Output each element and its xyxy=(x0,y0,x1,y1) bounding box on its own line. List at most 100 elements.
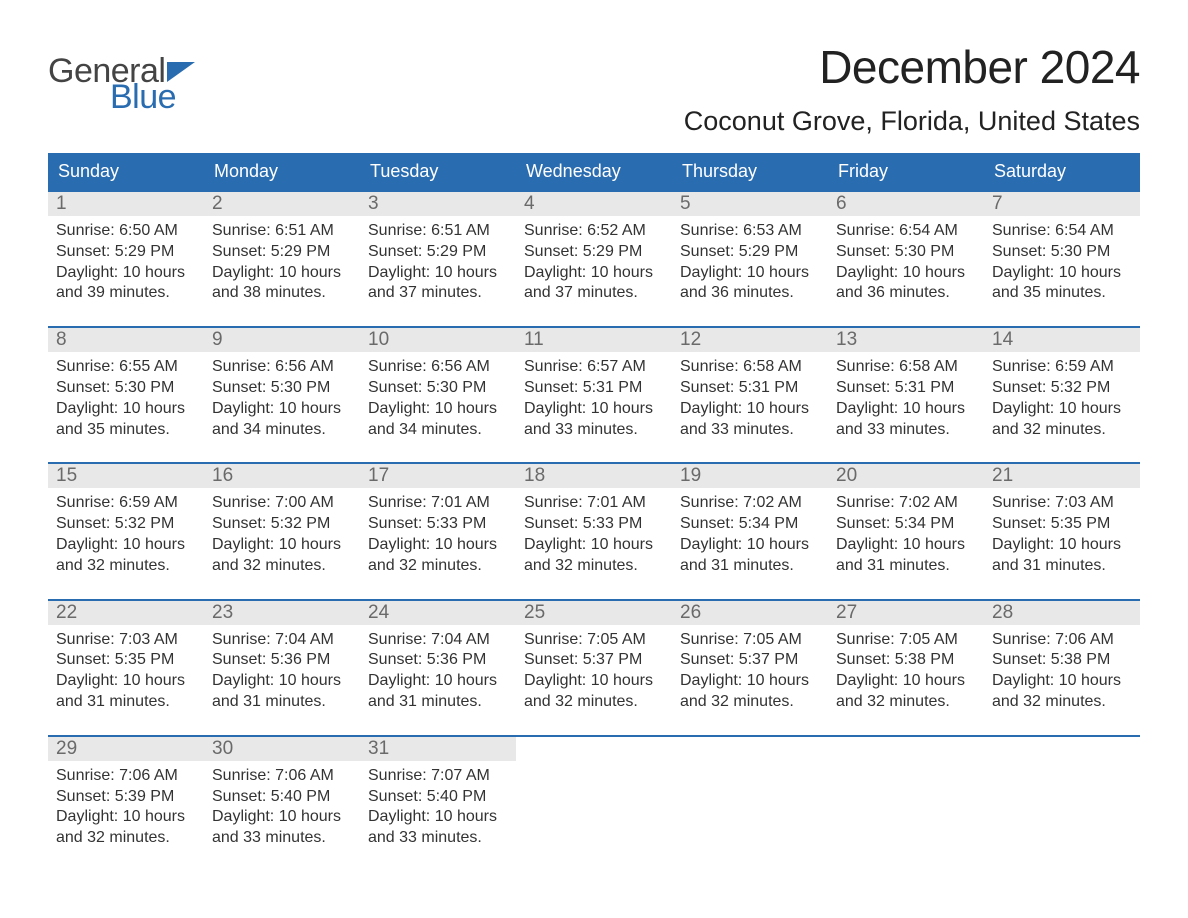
sunset-line: Sunset: 5:31 PM xyxy=(680,378,820,399)
daylight-line: Daylight: 10 hours and 38 minutes. xyxy=(212,263,352,305)
sunset-line: Sunset: 5:29 PM xyxy=(680,242,820,263)
daylight-line: Daylight: 10 hours and 31 minutes. xyxy=(992,535,1132,577)
calendar-day: 11Sunrise: 6:57 AMSunset: 5:31 PMDayligh… xyxy=(516,328,672,440)
daylight-line: Daylight: 10 hours and 31 minutes. xyxy=(836,535,976,577)
sunset-line: Sunset: 5:29 PM xyxy=(56,242,196,263)
sunrise-line: Sunrise: 6:51 AM xyxy=(368,221,508,242)
day-body: Sunrise: 7:00 AMSunset: 5:32 PMDaylight:… xyxy=(204,488,360,576)
day-body: Sunrise: 7:02 AMSunset: 5:34 PMDaylight:… xyxy=(672,488,828,576)
calendar-day: 31Sunrise: 7:07 AMSunset: 5:40 PMDayligh… xyxy=(360,737,516,849)
calendar-day: 2 Sunrise: 6:51 AMSunset: 5:29 PMDaylight… xyxy=(204,192,360,304)
sunrise-line: Sunrise: 7:05 AM xyxy=(836,630,976,651)
sunrise-line: Sunrise: 7:04 AM xyxy=(368,630,508,651)
sunset-line: Sunset: 5:37 PM xyxy=(680,650,820,671)
calendar-day: 6Sunrise: 6:54 AMSunset: 5:30 PMDaylight… xyxy=(828,192,984,304)
calendar-day-empty xyxy=(984,737,1140,849)
sunrise-line: Sunrise: 7:05 AM xyxy=(524,630,664,651)
calendar-day: 28Sunrise: 7:06 AMSunset: 5:38 PMDayligh… xyxy=(984,601,1140,713)
calendar-day: 29Sunrise: 7:06 AMSunset: 5:39 PMDayligh… xyxy=(48,737,204,849)
sunset-line: Sunset: 5:37 PM xyxy=(524,650,664,671)
day-number: 25 xyxy=(516,601,672,625)
day-number: 23 xyxy=(204,601,360,625)
day-number: 21 xyxy=(984,464,1140,488)
sunrise-line: Sunrise: 6:57 AM xyxy=(524,357,664,378)
sunset-line: Sunset: 5:36 PM xyxy=(212,650,352,671)
day-body: Sunrise: 7:07 AMSunset: 5:40 PMDaylight:… xyxy=(360,761,516,849)
daylight-line: Daylight: 10 hours and 32 minutes. xyxy=(680,671,820,713)
calendar-week: 22Sunrise: 7:03 AMSunset: 5:35 PMDayligh… xyxy=(48,599,1140,713)
day-body: Sunrise: 7:05 AMSunset: 5:38 PMDaylight:… xyxy=(828,625,984,713)
daylight-line: Daylight: 10 hours and 32 minutes. xyxy=(56,535,196,577)
page-header: General Blue December 2024 Coconut Grove… xyxy=(48,40,1140,137)
daylight-line: Daylight: 10 hours and 37 minutes. xyxy=(524,263,664,305)
sunrise-line: Sunrise: 7:05 AM xyxy=(680,630,820,651)
calendar-day: 27Sunrise: 7:05 AMSunset: 5:38 PMDayligh… xyxy=(828,601,984,713)
day-body: Sunrise: 7:05 AMSunset: 5:37 PMDaylight:… xyxy=(672,625,828,713)
calendar-day: 21Sunrise: 7:03 AMSunset: 5:35 PMDayligh… xyxy=(984,464,1140,576)
location-subtitle: Coconut Grove, Florida, United States xyxy=(684,106,1140,137)
daylight-line: Daylight: 10 hours and 32 minutes. xyxy=(212,535,352,577)
calendar-week: 1Sunrise: 6:50 AMSunset: 5:29 PMDaylight… xyxy=(48,190,1140,304)
daylight-line: Daylight: 10 hours and 33 minutes. xyxy=(524,399,664,441)
sunrise-line: Sunrise: 6:54 AM xyxy=(992,221,1132,242)
daylight-line: Daylight: 10 hours and 39 minutes. xyxy=(56,263,196,305)
weekday-header: Monday xyxy=(204,153,360,190)
sunrise-line: Sunrise: 6:55 AM xyxy=(56,357,196,378)
calendar-day: 12Sunrise: 6:58 AMSunset: 5:31 PMDayligh… xyxy=(672,328,828,440)
calendar-day: 24Sunrise: 7:04 AMSunset: 5:36 PMDayligh… xyxy=(360,601,516,713)
daylight-line: Daylight: 10 hours and 35 minutes. xyxy=(992,263,1132,305)
sunset-line: Sunset: 5:30 PM xyxy=(992,242,1132,263)
calendar: SundayMondayTuesdayWednesdayThursdayFrid… xyxy=(48,153,1140,849)
weekday-header: Sunday xyxy=(48,153,204,190)
sunset-line: Sunset: 5:31 PM xyxy=(836,378,976,399)
sunset-line: Sunset: 5:36 PM xyxy=(368,650,508,671)
title-block: December 2024 Coconut Grove, Florida, Un… xyxy=(684,40,1140,137)
calendar-day: 19Sunrise: 7:02 AMSunset: 5:34 PMDayligh… xyxy=(672,464,828,576)
day-number: 28 xyxy=(984,601,1140,625)
calendar-day: 15Sunrise: 6:59 AMSunset: 5:32 PMDayligh… xyxy=(48,464,204,576)
calendar-day: 20Sunrise: 7:02 AMSunset: 5:34 PMDayligh… xyxy=(828,464,984,576)
day-body: Sunrise: 6:57 AMSunset: 5:31 PMDaylight:… xyxy=(516,352,672,440)
day-body: Sunrise: 6:50 AMSunset: 5:29 PMDaylight:… xyxy=(48,216,204,304)
day-number: 3 xyxy=(360,192,516,216)
daylight-line: Daylight: 10 hours and 37 minutes. xyxy=(368,263,508,305)
day-body: Sunrise: 7:05 AMSunset: 5:37 PMDaylight:… xyxy=(516,625,672,713)
day-body: Sunrise: 6:55 AMSunset: 5:30 PMDaylight:… xyxy=(48,352,204,440)
daylight-line: Daylight: 10 hours and 32 minutes. xyxy=(56,807,196,849)
calendar-day: 7Sunrise: 6:54 AMSunset: 5:30 PMDaylight… xyxy=(984,192,1140,304)
daylight-line: Daylight: 10 hours and 31 minutes. xyxy=(212,671,352,713)
sunrise-line: Sunrise: 7:03 AM xyxy=(56,630,196,651)
sunrise-line: Sunrise: 7:04 AM xyxy=(212,630,352,651)
calendar-day: 25Sunrise: 7:05 AMSunset: 5:37 PMDayligh… xyxy=(516,601,672,713)
weekday-header: Friday xyxy=(828,153,984,190)
sunset-line: Sunset: 5:40 PM xyxy=(368,787,508,808)
sunrise-line: Sunrise: 6:51 AM xyxy=(212,221,352,242)
sunset-line: Sunset: 5:35 PM xyxy=(992,514,1132,535)
calendar-day: 5Sunrise: 6:53 AMSunset: 5:29 PMDaylight… xyxy=(672,192,828,304)
daylight-line: Daylight: 10 hours and 34 minutes. xyxy=(212,399,352,441)
day-body: Sunrise: 7:04 AMSunset: 5:36 PMDaylight:… xyxy=(360,625,516,713)
day-body: Sunrise: 6:58 AMSunset: 5:31 PMDaylight:… xyxy=(672,352,828,440)
calendar-day: 13Sunrise: 6:58 AMSunset: 5:31 PMDayligh… xyxy=(828,328,984,440)
day-body: Sunrise: 6:53 AMSunset: 5:29 PMDaylight:… xyxy=(672,216,828,304)
sunset-line: Sunset: 5:29 PM xyxy=(212,242,352,263)
day-number: 2 xyxy=(204,192,360,216)
day-number: 10 xyxy=(360,328,516,352)
calendar-day: 17Sunrise: 7:01 AMSunset: 5:33 PMDayligh… xyxy=(360,464,516,576)
day-body: Sunrise: 7:03 AMSunset: 5:35 PMDaylight:… xyxy=(48,625,204,713)
sunset-line: Sunset: 5:34 PM xyxy=(836,514,976,535)
day-number: 24 xyxy=(360,601,516,625)
sunrise-line: Sunrise: 7:06 AM xyxy=(56,766,196,787)
day-number: 11 xyxy=(516,328,672,352)
sunrise-line: Sunrise: 7:02 AM xyxy=(680,493,820,514)
daylight-line: Daylight: 10 hours and 33 minutes. xyxy=(368,807,508,849)
day-body: Sunrise: 6:51 AMSunset: 5:29 PMDaylight:… xyxy=(360,216,516,304)
sunset-line: Sunset: 5:38 PM xyxy=(992,650,1132,671)
sunset-line: Sunset: 5:38 PM xyxy=(836,650,976,671)
sunrise-line: Sunrise: 6:58 AM xyxy=(680,357,820,378)
sunrise-line: Sunrise: 6:56 AM xyxy=(212,357,352,378)
daylight-line: Daylight: 10 hours and 36 minutes. xyxy=(836,263,976,305)
calendar-week: 8Sunrise: 6:55 AMSunset: 5:30 PMDaylight… xyxy=(48,326,1140,440)
calendar-day: 16Sunrise: 7:00 AMSunset: 5:32 PMDayligh… xyxy=(204,464,360,576)
sunset-line: Sunset: 5:33 PM xyxy=(524,514,664,535)
